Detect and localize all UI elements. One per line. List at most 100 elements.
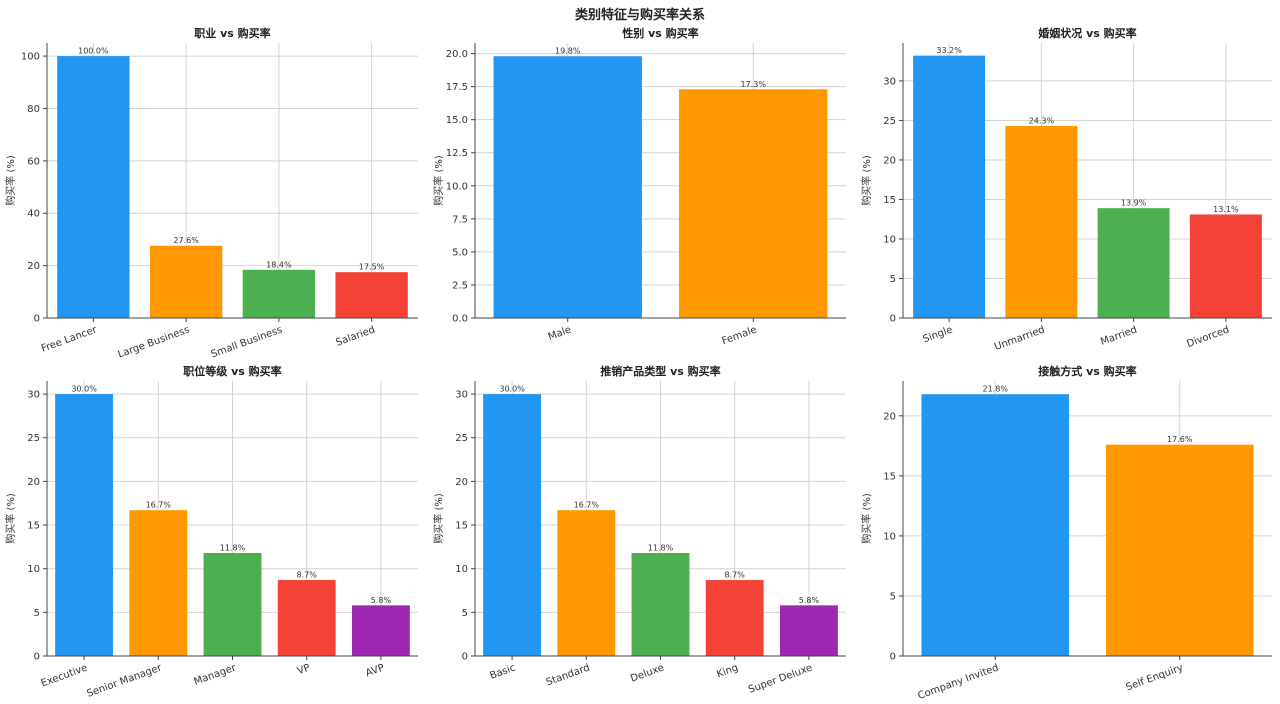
x-tick-label: King — [715, 662, 739, 680]
chart-title: 推销产品类型 vs 购买率 — [600, 364, 720, 378]
x-tick-label: Super Deluxe — [747, 662, 814, 695]
bar-value-label: 30.0% — [71, 385, 97, 394]
chart-contact-type: 接触方式 vs 购买率 0 5 10 15 20 21.8% 17.6% Company Inv… — [860, 364, 1272, 702]
bar-value-label: 8.7% — [725, 571, 746, 580]
y-tick-label: 10 — [883, 234, 896, 245]
bar-value-label: 11.8% — [220, 543, 246, 552]
chart-gender: 性别 vs 购买率 0.0 2.5 5.0 7.5 10.0 12.5 15.0 17.5 20.… — [432, 26, 846, 347]
y-tick-label: 30 — [455, 390, 468, 401]
x-tick-label: Single — [921, 324, 954, 345]
y-tick-label: 10 — [27, 564, 40, 575]
x-tick-label: Self Enquiry — [1125, 662, 1185, 693]
y-tick-label: 25 — [27, 433, 40, 444]
y-tick-label: 30 — [27, 390, 40, 401]
bar — [705, 580, 764, 656]
bar — [557, 510, 616, 656]
bar-value-label: 13.9% — [1121, 199, 1147, 208]
x-tick-label: Deluxe — [629, 662, 665, 684]
bar-value-label: 21.8% — [983, 385, 1009, 394]
y-tick-label: 20 — [27, 477, 40, 488]
y-tick-label: 20.0 — [446, 49, 468, 60]
bar — [493, 56, 642, 318]
y-axis-label: 购买率 (%) — [432, 155, 445, 206]
x-tick-label: Executive — [40, 662, 90, 689]
x-tick-label: Free Lancer — [40, 324, 99, 355]
bar — [277, 580, 336, 656]
bar — [483, 394, 542, 656]
y-tick-label: 10 — [883, 531, 896, 542]
bar — [149, 245, 223, 318]
bar-value-label: 13.1% — [1213, 205, 1239, 214]
y-tick-label: 25 — [883, 116, 896, 127]
y-tick-label: 10.0 — [446, 181, 468, 192]
chart-marital-status: 婚姻状况 vs 购买率 0 5 10 15 20 25 30 33.2% 24.3% 13.9% 13… — [860, 26, 1272, 353]
chart-title: 职业 vs 购买率 — [194, 26, 270, 40]
x-tick-label: Company Invited — [916, 662, 1000, 701]
chart-title: 接触方式 vs 购买率 — [1038, 364, 1136, 378]
y-tick-label: 10 — [455, 564, 468, 575]
y-tick-label: 0.0 — [452, 314, 468, 325]
y-tick-label: 15.0 — [446, 115, 468, 126]
y-tick-label: 5 — [890, 274, 896, 285]
y-tick-label: 0 — [34, 314, 40, 325]
x-tick-label: AVP — [364, 662, 386, 679]
y-tick-label: 0 — [890, 314, 896, 325]
bar — [631, 552, 690, 656]
y-tick-label: 12.5 — [446, 148, 468, 159]
x-tick-label: Large Business — [117, 324, 192, 360]
bar — [779, 605, 838, 656]
x-tick-label: Senior Manager — [85, 662, 164, 700]
bar-value-label: 19.8% — [555, 47, 581, 56]
y-tick-label: 80 — [27, 104, 40, 115]
y-tick-label: 2.5 — [452, 280, 468, 291]
y-tick-label: 20 — [883, 411, 896, 422]
bar — [1105, 444, 1254, 656]
bar — [129, 510, 188, 656]
chart-title: 职位等级 vs 购买率 — [183, 364, 281, 378]
chart-occupation: 职业 vs 购买率 0 20 40 60 80 100 100.0% 27.6% 18.4% 17.… — [4, 26, 418, 361]
y-tick-label: 40 — [27, 209, 40, 220]
bar-value-label: 24.3% — [1029, 116, 1055, 125]
figure-title: 类别特征与购买率关系 — [574, 8, 705, 23]
bar-value-label: 33.2% — [936, 46, 962, 55]
bar — [351, 605, 410, 656]
bar-value-label: 17.5% — [359, 263, 385, 272]
bar-value-label: 11.8% — [648, 543, 674, 552]
y-tick-label: 0 — [462, 652, 468, 663]
bar — [57, 56, 130, 318]
y-tick-label: 15 — [455, 521, 468, 532]
y-tick-label: 60 — [27, 156, 40, 167]
bar — [335, 272, 408, 318]
bar — [1189, 214, 1262, 318]
y-tick-label: 0 — [34, 652, 40, 663]
bar-value-label: 5.8% — [799, 596, 820, 605]
bar-value-label: 17.6% — [1167, 435, 1193, 444]
bar-value-label: 30.0% — [499, 385, 525, 394]
y-tick-label: 5 — [34, 608, 40, 619]
y-tick-label: 0 — [890, 652, 896, 663]
bar-value-label: 27.6% — [173, 236, 199, 245]
y-tick-label: 20 — [27, 261, 40, 272]
x-tick-label: Female — [721, 324, 759, 347]
y-axis-label: 购买率 (%) — [860, 493, 873, 544]
y-axis-label: 购买率 (%) — [4, 493, 17, 544]
x-tick-label: Manager — [193, 662, 239, 688]
bar-value-label: 16.7% — [146, 501, 172, 510]
y-axis-label: 购买率 (%) — [4, 155, 17, 206]
bar — [55, 394, 114, 656]
x-tick-label: Male — [547, 324, 573, 342]
x-tick-label: Married — [1099, 324, 1139, 347]
bar-value-label: 5.8% — [371, 596, 392, 605]
x-tick-label: Standard — [545, 662, 592, 688]
bar — [1097, 208, 1170, 318]
y-tick-label: 15 — [27, 521, 40, 532]
bar — [679, 89, 828, 318]
bar — [242, 269, 316, 318]
y-tick-label: 7.5 — [452, 214, 468, 225]
y-axis-label: 购买率 (%) — [860, 155, 873, 206]
chart-title: 婚姻状况 vs 购买率 — [1038, 26, 1136, 40]
bar — [1005, 125, 1078, 318]
y-tick-label: 30 — [883, 76, 896, 87]
bar — [913, 55, 986, 318]
